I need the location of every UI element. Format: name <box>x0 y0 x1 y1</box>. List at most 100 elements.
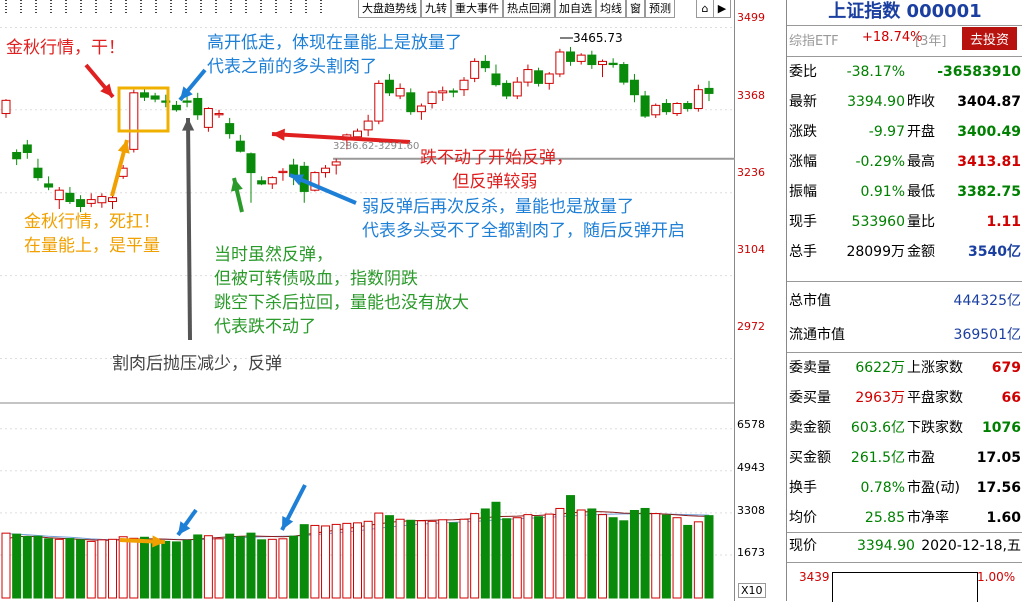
candle-body <box>150 95 160 100</box>
quote-label2: 上涨家数 <box>907 360 963 376</box>
volume-bar <box>161 540 171 599</box>
volume-bar <box>597 514 607 599</box>
panel-title: 上证指数 000001 <box>828 1 982 22</box>
arrow-right-icon[interactable]: ▶ <box>713 0 731 18</box>
tab-0[interactable]: 大盘趋势线 <box>358 0 421 18</box>
volume-bar <box>459 518 469 599</box>
quote-label: 最新 <box>789 94 817 110</box>
tab-7[interactable]: 预测 <box>645 0 675 18</box>
candle-body <box>544 73 554 84</box>
quote-v2: 3382.75 <box>957 184 1021 200</box>
quote-row: 买金额 261.5亿 市盈 17.05 <box>787 445 1022 471</box>
float-cap-value: 369501亿 <box>953 327 1021 343</box>
quote-label2: 市盈(动) <box>907 480 960 496</box>
volume-bar <box>257 539 267 599</box>
volume-bar <box>193 534 203 599</box>
quote-label: 买金额 <box>789 450 831 466</box>
volume-bar <box>587 508 597 599</box>
candle-body <box>587 54 597 66</box>
volume-bar <box>566 495 576 599</box>
volume-bar <box>203 535 213 599</box>
kline-chart[interactable] <box>0 0 735 601</box>
volume-bar <box>555 507 565 599</box>
volume-bar <box>118 536 128 599</box>
quote-label2: 市盈 <box>907 450 935 466</box>
candle-body <box>363 120 373 131</box>
candle-body <box>246 153 256 174</box>
high-price-label: 3465.73 <box>573 31 623 45</box>
arrow-orange-vol-head <box>152 535 165 548</box>
quote-row: 委买量 2963万 平盘家数 66 <box>787 385 1022 411</box>
tab-6[interactable]: 窗 <box>626 0 645 18</box>
candle-body <box>459 79 469 91</box>
volume-bar <box>704 515 714 599</box>
arrow-blue-vol2-head <box>282 516 294 530</box>
price-axis-label: 3236 <box>737 166 765 179</box>
candle-body <box>214 113 224 116</box>
candle-body <box>448 90 458 93</box>
candle-body <box>129 92 139 150</box>
candle-body <box>406 92 416 113</box>
tab-3[interactable]: 热点回溯 <box>503 0 555 18</box>
arrow-gray-head <box>182 118 195 131</box>
quote-row: 委卖量 6622万 上涨家数 679 <box>787 355 1022 381</box>
volume-bar <box>576 509 586 599</box>
volume-bar <box>693 521 703 599</box>
volume-bar <box>416 520 426 599</box>
volume-axis-label: 4943 <box>737 461 765 474</box>
quote-v2: 66 <box>1001 390 1021 406</box>
price-axis-label: 3368 <box>737 89 765 102</box>
candle-body <box>225 123 235 135</box>
candle-body <box>203 108 213 128</box>
volume-bar <box>235 536 245 599</box>
volume-bar <box>12 533 22 599</box>
candle-body <box>629 79 639 96</box>
quote-v2: 1076 <box>982 420 1021 436</box>
volume-bar <box>353 522 362 599</box>
quote-v2: 3400.49 <box>957 124 1021 140</box>
etf-label[interactable]: 综指ETF <box>789 34 839 49</box>
volume-bar <box>86 540 96 599</box>
lock-icon[interactable]: ⌂ <box>696 0 714 18</box>
note-capitulation: 弱反弹后再次反杀，量能也是放量了 代表多头受不了全都割肉了，随后反弹开启 <box>362 197 685 241</box>
candle-body <box>321 167 331 174</box>
candle-body <box>331 161 341 166</box>
candle-body <box>139 92 149 98</box>
candle-body <box>44 183 54 188</box>
quote-label2: 平盘家数 <box>907 390 963 406</box>
tab-5[interactable]: 均线 <box>596 0 626 18</box>
quote-v1: 261.5亿 <box>850 450 905 466</box>
quote-v2: -36583910 <box>937 64 1021 80</box>
mini-chart[interactable] <box>832 572 978 602</box>
kline-chart-svg[interactable] <box>0 0 735 601</box>
arrow-blue-top-head <box>180 86 193 100</box>
quote-label: 委卖量 <box>789 360 831 376</box>
candle-body <box>65 192 75 202</box>
candle-body <box>555 51 565 75</box>
volume-bar <box>321 525 331 599</box>
volume-bar <box>683 524 693 599</box>
note-convertible-drain: 当时虽然反弹， 但被可转债吸血，指数阴跌 跳空下杀后拉回，量能也没有放大 代表跌… <box>214 245 469 337</box>
chart-toolbar: 大盘趋势线 九转 重大事件 热点回溯 加自选 均线窗预测 <box>358 0 675 18</box>
tab-4[interactable]: 加自选 <box>555 0 596 18</box>
volume-bar <box>480 508 490 599</box>
invest-button[interactable]: 去投资 <box>961 27 1017 50</box>
quote-v1: 28099万 <box>846 244 905 260</box>
volume-bar <box>76 539 86 599</box>
candle-body <box>640 95 650 117</box>
volume-bar <box>374 512 384 599</box>
volume-bar <box>502 518 512 599</box>
etf-row[interactable]: 综指ETF +18.74% [3年] 去投资 <box>787 27 1022 51</box>
quote-v2: 3404.87 <box>957 94 1021 110</box>
note-rebound-weak: 跌不动了开始反弹， 但反弹较弱 <box>420 148 573 192</box>
volume-bar <box>331 523 341 599</box>
candle-body <box>182 100 192 103</box>
arrow-blue-vol1-head <box>178 521 191 535</box>
tab-2[interactable]: 重大事件 <box>451 0 503 18</box>
tab-1[interactable]: 九转 <box>421 0 451 18</box>
quote-label: 现手 <box>789 214 817 230</box>
quote-row: 涨幅 -0.29% 最高 3413.81 <box>787 149 1022 175</box>
market-cap-row: 总市值 444325亿 <box>787 288 1022 314</box>
market-cap-label: 总市值 <box>789 293 831 309</box>
candle-body <box>523 69 533 83</box>
